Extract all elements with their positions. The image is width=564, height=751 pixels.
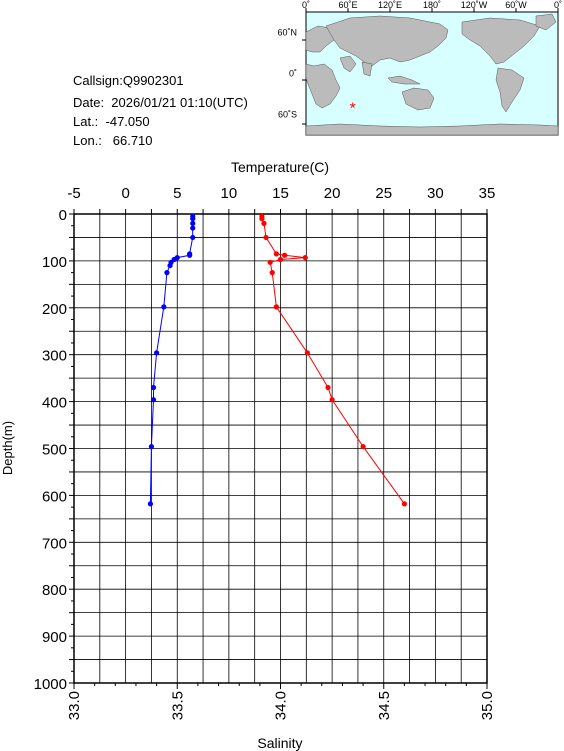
date-text: Date: 2026/01/21 01:10(UTC) [73,95,248,110]
map-lon-label: 60˚W [505,0,527,10]
salinity-point [261,220,267,226]
location-map: 0˚ 60˚E 120˚E 180˚ 120˚W 60˚W 0˚ 60˚N 0˚ 60˚S * [277,0,562,136]
temperature-tick-label: 25 [375,185,392,202]
callsign-text: Callsign:Q9902301 [73,73,184,88]
map-latitude-labels: 60˚N 0˚ 60˚S [277,28,297,120]
temperature-tick-label: 0 [121,185,129,202]
salinity-point [282,252,288,258]
map-lat-label: 60˚S [278,110,297,120]
salinity-point [329,397,335,403]
salinity-point [325,384,331,391]
depth-tick-label: 1000 [34,676,67,693]
temperature-tick-label: 20 [324,185,341,202]
depth-tick-label: 900 [42,629,67,646]
temperature-point [187,252,193,258]
map-lon-label: 60˚E [338,0,357,10]
temperature-point [190,234,196,241]
temperature-profile-line [149,216,194,504]
depth-tick-label: 700 [42,535,67,552]
salinity-point [360,444,366,450]
salinity-tick-label: 33.5 [169,691,186,720]
temperature-tick-label: 35 [479,185,496,202]
salinity-profile-line [261,216,405,505]
salinity-tick-label: 34.0 [273,691,290,720]
temperature-point [148,444,155,450]
salinity-point [263,234,269,241]
temperature-point [154,350,160,356]
temperature-axis-label: Temperature(C) [231,159,329,175]
depth-tick-label: 0 [59,207,67,224]
map-graticule [302,8,559,125]
depth-tick-labels: 0 100 200 300 400 500 600 700 800 900 1000 [34,207,67,693]
depth-tick-label: 200 [42,301,67,318]
temperature-point [167,262,173,269]
salinity-point [273,251,279,257]
temperature-point [147,501,154,507]
map-lon-label: 0˚ [302,0,310,10]
longitude-text: Lon.: 66.710 [73,133,153,148]
salinity-tick-label: 35.0 [479,691,496,720]
chart-series [147,213,407,507]
salinity-axis-label: Salinity [257,735,302,751]
latitude-text: Lat.: -47.050 [73,114,150,129]
salinity-point [302,255,308,261]
salinity-point [401,501,407,507]
salinity-point [259,216,265,222]
temperature-tick-label: 15 [272,185,289,202]
salinity-point [304,350,310,356]
temperature-tick-label: 5 [173,185,181,202]
temperature-tick-labels: -5 0 5 10 15 20 25 30 35 [67,185,495,202]
depth-tick-label: 100 [42,254,67,271]
map-lon-label: 120˚W [461,0,488,10]
plot-frame [73,213,488,684]
map-lon-label: 0˚ [554,0,562,10]
depth-axis-label: Depth(m) [0,421,15,475]
depth-tick-label: 800 [42,582,67,599]
salinity-point [269,270,275,276]
salinity-tick-label: 33.0 [66,691,83,720]
temperature-point [150,384,157,391]
temperature-tick-label: 10 [221,185,238,202]
map-lon-label: 180˚ [423,0,441,10]
temperature-point [190,225,196,231]
salinity-point [277,256,284,263]
map-lat-label: 60˚N [277,28,297,38]
map-lat-label: 0˚ [289,69,297,79]
temperature-point [164,270,170,276]
depth-tick-label: 300 [42,348,67,365]
depth-tick-label: 500 [42,442,67,459]
map-land [305,13,559,136]
temperature-point [190,220,196,226]
map-longitude-labels: 0˚ 60˚E 120˚E 180˚ 120˚W 60˚W 0˚ [302,0,562,10]
temperature-point [190,216,196,222]
salinity-tick-labels: 33.0 33.5 34.0 34.5 35.0 [66,691,496,720]
chart-ticks [69,209,488,689]
temperature-point [161,304,167,310]
salinity-point [267,259,273,265]
salinity-tick-label: 34.5 [376,691,393,720]
temperature-point [150,397,157,403]
depth-tick-label: 400 [42,395,67,412]
temperature-tick-label: -5 [67,185,80,202]
temperature-tick-label: 30 [427,185,444,202]
depth-tick-label: 600 [42,488,67,505]
map-lon-label: 120˚E [378,0,402,10]
float-location-marker: * [350,101,356,118]
salinity-point [273,304,279,310]
chart-grid [73,213,488,684]
